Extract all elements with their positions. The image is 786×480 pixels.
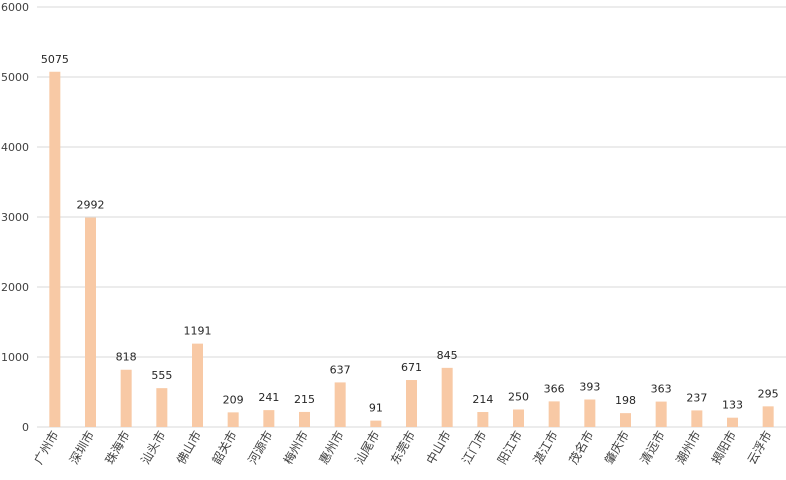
bar-10 [406,380,417,427]
x-axis-ticks: 广州市 深圳市 珠海市 汕头市 佛山市 韶关市 河源市 梅州市 惠州市 汕尾市 东莞市 中山市 江门市阳… [30,428,774,467]
x-tick-label: 茂名市 [565,428,596,467]
bar-18 [691,410,703,427]
bar-14 [548,401,560,427]
bar-5 [227,412,239,427]
data-label: 393 [579,380,600,393]
bar-7 [299,411,310,427]
bar-17 [655,401,667,427]
x-tick-label: 阳江市 [494,428,525,467]
data-label: 363 [651,383,672,396]
y-tick-label: 3000 [1,211,29,224]
data-label: 250 [508,391,529,404]
x-tick-label: 广州市 [30,428,61,467]
y-tick-label: 0 [22,421,29,434]
y-tick-label: 4000 [1,141,29,154]
bar-8 [334,382,346,427]
y-tick-label: 1000 [1,351,29,364]
data-label: 214 [472,393,493,406]
data-label: 295 [758,387,779,400]
data-label: 5075 [41,53,69,66]
x-tick-label: 潮州市 [672,428,703,467]
data-label: 209 [223,393,244,406]
x-tick-label: 河源市 [244,428,275,467]
data-label: 198 [615,394,636,407]
data-label: 845 [437,349,458,362]
bar-12 [477,412,489,427]
bar-13 [513,409,524,427]
gridlines [37,6,786,428]
x-tick-label: 中山市 [423,428,454,467]
x-tick-label: 清远市 [637,428,668,467]
y-tick-label: 5000 [1,71,29,84]
data-label: 237 [686,391,707,404]
x-tick-label: 湛江市 [530,428,561,467]
bar-19 [727,417,738,427]
x-tick-label: 佛山市 [173,428,204,467]
data-label: 133 [722,399,743,412]
data-label: 2992 [77,199,105,212]
data-label: 637 [330,363,351,376]
x-tick-label: 云浮市 [744,428,775,467]
data-label: 555 [151,369,172,382]
bar-0 [49,71,61,427]
data-label: 91 [369,402,383,415]
data-label: 818 [116,351,137,364]
bar-11 [441,367,453,427]
y-tick-label: 2000 [1,281,29,294]
data-label: 215 [294,393,315,406]
x-tick-label: 揭阳市 [708,428,739,467]
bar-3 [156,388,168,427]
bar-1 [85,217,96,427]
data-label: 241 [258,391,279,404]
y-axis-ticks: 0 1000 2000 3000 4000 5000 6000 [1,1,29,434]
x-tick-label: 汕头市 [137,428,168,467]
data-label: 1191 [184,325,212,338]
bar-20 [762,406,774,427]
bar-9 [370,420,382,427]
x-tick-label: 江门市 [458,428,489,467]
data-label: 366 [544,382,565,395]
data-label: 671 [401,361,422,374]
x-tick-label: 深圳市 [66,428,97,467]
bar-6 [263,410,275,427]
data-labels: 5075 2992 818 555 1191 209 241 215 637 91 671 845 21… [41,53,779,415]
bar-16 [620,413,631,427]
x-tick-label: 梅州市 [280,428,311,467]
bar-2 [120,369,132,427]
bars [49,71,774,427]
x-tick-label: 肇庆市 [601,428,632,467]
bar-15 [584,399,596,427]
x-tick-label: 汕尾市 [351,428,382,467]
bar-4 [192,343,203,427]
x-tick-label: 珠海市 [102,428,133,467]
y-tick-label: 6000 [1,1,29,14]
x-tick-label: 东莞市 [387,428,418,467]
x-tick-label: 惠州市 [316,428,347,467]
x-tick-label: 韶关市 [209,428,240,467]
